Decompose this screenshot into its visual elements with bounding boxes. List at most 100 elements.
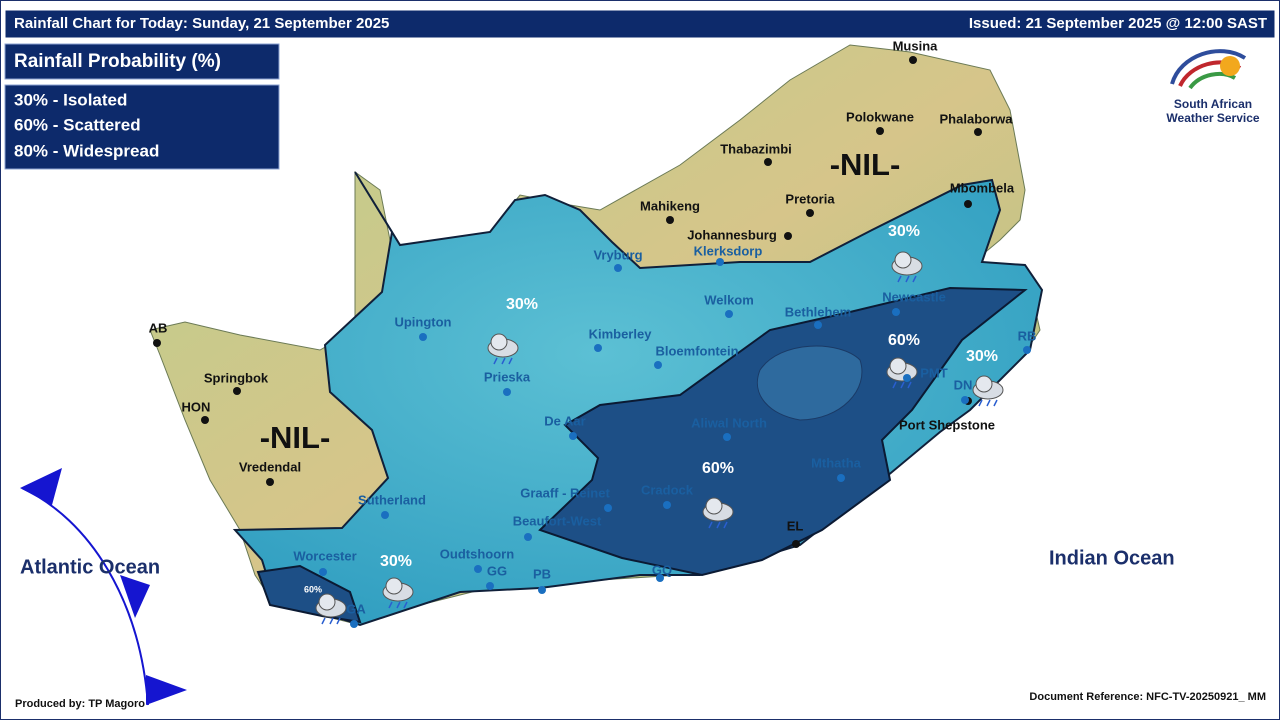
- place-dot: [961, 396, 969, 404]
- place-label: Mbombela: [950, 180, 1015, 195]
- front-marker: [120, 575, 150, 618]
- cloud-icon: [318, 593, 336, 611]
- place-label: Prieska: [484, 369, 531, 384]
- zone-label: -NIL-: [260, 420, 331, 455]
- place-dot: [201, 416, 209, 424]
- title: Rainfall Chart for Today: Sunday, 21 Sep…: [14, 15, 389, 32]
- place-dot: [614, 264, 622, 272]
- rain-icon: [892, 381, 912, 389]
- place-label: Sutherland: [358, 492, 426, 507]
- place-label: Kimberley: [589, 326, 653, 341]
- legend-item: 60% - Scattered: [14, 115, 141, 134]
- place-dot: [656, 574, 664, 582]
- place-dot: [1023, 346, 1031, 354]
- place-dot: [666, 216, 674, 224]
- header-bar: [4, 9, 1276, 39]
- zone-label: 30%: [380, 553, 412, 570]
- front-marker: [146, 675, 187, 705]
- legend-title: Rainfall Probability (%): [14, 51, 221, 72]
- cloud-icon: [894, 251, 912, 269]
- place-dot: [792, 540, 800, 548]
- place-label: Port Shepstone: [899, 417, 995, 432]
- zone-label: 30%: [888, 223, 920, 240]
- rain-icon: [708, 521, 728, 529]
- rain-icon: [897, 275, 917, 283]
- place-label: HON: [182, 399, 211, 414]
- place-dot: [569, 432, 577, 440]
- place-dot: [876, 127, 884, 135]
- place-dot: [319, 568, 327, 576]
- zone-label: 30%: [506, 296, 538, 313]
- place-dot: [723, 433, 731, 441]
- place-dot: [903, 374, 911, 382]
- legend-item: 30% - Isolated: [14, 90, 127, 109]
- place-label: GQ: [652, 562, 672, 577]
- place-dot: [153, 339, 161, 347]
- place-label: Thabazimbi: [720, 141, 792, 156]
- legend-box: [4, 84, 280, 170]
- place-label: PB: [533, 566, 551, 581]
- place-dot: [837, 474, 845, 482]
- place-label: Mahikeng: [640, 198, 700, 213]
- place-dot: [654, 361, 662, 369]
- place-label: GG: [487, 563, 507, 578]
- place-dot: [474, 565, 482, 573]
- place-dot: [350, 620, 358, 628]
- doc-reference: Document Reference: NFC-TV-20250921_ MM: [1029, 691, 1266, 703]
- place-label: Polokwane: [846, 109, 914, 124]
- place-label: Musina: [893, 38, 939, 53]
- place-label: Upington: [394, 314, 451, 329]
- issued: Issued: 21 September 2025 @ 12:00 SAST: [969, 15, 1267, 32]
- place-label: EL: [787, 518, 804, 533]
- place-dot: [604, 504, 612, 512]
- rain-icon: [978, 399, 998, 407]
- place-dot: [725, 310, 733, 318]
- place-dot: [974, 128, 982, 136]
- logo-text: South African: [1174, 97, 1252, 111]
- zone-label: 60%: [304, 584, 322, 594]
- place-label: Bethlehem: [785, 304, 851, 319]
- cloud-icon: [705, 497, 723, 515]
- rain-icon: [493, 357, 513, 365]
- logo: South African Weather Service: [1166, 49, 1260, 125]
- place-dot: [764, 158, 772, 166]
- place-dot: [538, 586, 546, 594]
- place-label: Worcester: [293, 548, 356, 563]
- place-dot: [909, 56, 917, 64]
- place-label: Cradock: [641, 482, 694, 497]
- place-dot: [964, 200, 972, 208]
- place-label: Springbok: [204, 370, 269, 385]
- rain-icon: [321, 617, 341, 625]
- ocean-label: Indian Ocean: [1049, 547, 1175, 569]
- front-marker: [20, 468, 62, 505]
- place-dot: [784, 232, 792, 240]
- cloud-icon: [490, 333, 508, 351]
- legend-title-box: [4, 43, 280, 80]
- place-label: RB: [1018, 328, 1037, 343]
- rain-icon: [388, 601, 408, 609]
- zone-label: 30%: [966, 348, 998, 365]
- place-dot: [233, 387, 241, 395]
- place-label: Johannesburg: [687, 227, 777, 242]
- place-label: AB: [149, 320, 168, 335]
- place-dot: [419, 333, 427, 341]
- place-label: Vredendal: [239, 459, 301, 474]
- place-label: De Aar: [544, 413, 585, 428]
- place-label: PMT: [920, 365, 948, 380]
- place-dot: [524, 533, 532, 541]
- zone-label: -NIL-: [830, 147, 901, 182]
- place-dot: [503, 388, 511, 396]
- place-dot: [806, 209, 814, 217]
- place-label: Welkom: [704, 292, 754, 307]
- lesotho: [756, 345, 863, 421]
- logo-text: Weather Service: [1166, 111, 1259, 125]
- place-dot: [892, 308, 900, 316]
- zone-label: 60%: [702, 460, 734, 477]
- place-label: Newcastle: [882, 289, 946, 304]
- place-label: Mthatha: [811, 455, 862, 470]
- place-dot: [486, 582, 494, 590]
- place-label: Oudtshoorn: [440, 546, 514, 561]
- produced-by: Produced by: TP Magoro: [15, 698, 145, 710]
- place-label: GA: [346, 601, 366, 616]
